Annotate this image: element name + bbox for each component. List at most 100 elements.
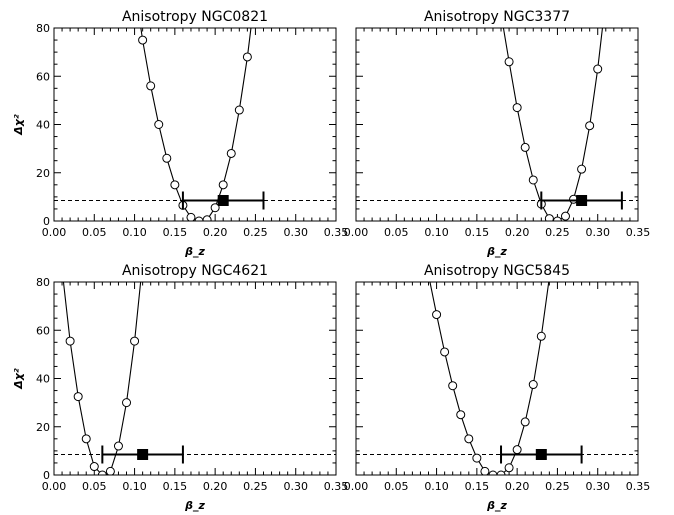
x-tick-label: 0.30 xyxy=(283,480,308,493)
data-point xyxy=(560,211,570,221)
plot-frame xyxy=(355,27,639,222)
data-point xyxy=(170,180,180,190)
chart-title: Anisotropy NGC0821 xyxy=(122,9,268,25)
x-axis-label: β_z xyxy=(184,245,205,258)
data-point xyxy=(105,466,115,475)
fit-curve xyxy=(140,28,252,221)
x-tick-label: 0.20 xyxy=(505,480,530,493)
chart-title: Anisotropy NGC4621 xyxy=(122,263,268,279)
x-tick-label: 0.30 xyxy=(585,226,610,239)
fit-curve xyxy=(502,28,604,221)
data-point xyxy=(194,216,204,221)
data-point xyxy=(97,470,107,475)
x-tick-label: 0.15 xyxy=(465,480,490,493)
data-point xyxy=(65,336,75,346)
x-tick-label: 0.10 xyxy=(424,480,449,493)
data-point xyxy=(440,347,450,357)
x-tick-label: 0.00 xyxy=(344,226,369,239)
data-point xyxy=(218,180,228,190)
data-point xyxy=(130,336,140,346)
data-point xyxy=(520,417,530,427)
data-point xyxy=(504,57,514,67)
y-tick-label: 80 xyxy=(36,22,50,35)
x-axis-label: β_z xyxy=(486,245,507,258)
x-tick-label: 0.00 xyxy=(42,226,67,239)
chart-panel: Anisotropy NGC0821 0.00 0.05 0.10 0.15 0.20 0.… xyxy=(12,9,349,258)
x-tick-label: 0.00 xyxy=(344,480,369,493)
chart-panel: Anisotropy NGC3377 0.00 0.05 0.10 0.15 0.20 0.… xyxy=(344,9,651,258)
chart-panel: Anisotropy NGC5845 0.00 0.05 0.10 0.15 0.20 0.… xyxy=(344,263,651,512)
data-point xyxy=(585,121,595,131)
best-estimate-marker xyxy=(535,448,547,460)
y-tick-label: 20 xyxy=(36,167,50,180)
data-point xyxy=(512,103,522,113)
x-tick-label: 0.25 xyxy=(545,226,570,239)
data-point xyxy=(89,462,99,472)
x-tick-label: 0.10 xyxy=(122,226,147,239)
data-point xyxy=(226,148,236,158)
data-point xyxy=(512,445,522,455)
best-estimate-marker xyxy=(137,448,149,460)
data-point xyxy=(528,380,538,390)
data-point xyxy=(73,392,83,402)
data-point xyxy=(456,410,466,420)
x-tick-label: 0.10 xyxy=(424,226,449,239)
y-tick-label: 40 xyxy=(36,119,50,132)
chart-panel: Anisotropy NGC4621 0.00 0.05 0.10 0.15 0.20 0.… xyxy=(12,263,349,512)
y-tick-label: 40 xyxy=(36,373,50,386)
x-tick-label: 0.15 xyxy=(465,226,490,239)
x-tick-label: 0.05 xyxy=(384,480,409,493)
data-point xyxy=(496,470,506,475)
best-estimate-marker xyxy=(217,194,229,206)
data-point xyxy=(432,310,442,320)
y-tick-label: 0 xyxy=(43,469,50,482)
data-point xyxy=(210,203,220,213)
x-axis-label: β_z xyxy=(184,499,205,512)
x-tick-label: 0.15 xyxy=(163,226,188,239)
chart-title: Anisotropy NGC3377 xyxy=(424,9,570,25)
best-estimate-marker xyxy=(576,194,588,206)
x-tick-label: 0.35 xyxy=(324,480,349,493)
x-tick-label: 0.05 xyxy=(384,226,409,239)
x-tick-label: 0.15 xyxy=(163,480,188,493)
y-tick-label: 0 xyxy=(43,215,50,228)
data-point xyxy=(528,175,538,185)
x-tick-label: 0.25 xyxy=(243,226,268,239)
data-point xyxy=(448,381,458,391)
data-point xyxy=(81,434,91,444)
y-axis-label: Δχ² xyxy=(12,114,25,136)
data-point xyxy=(202,215,212,221)
plot-frame xyxy=(53,281,337,476)
y-axis-label: Δχ² xyxy=(12,368,25,390)
y-tick-label: 60 xyxy=(36,70,50,83)
data-point xyxy=(122,398,132,408)
data-point xyxy=(464,434,474,444)
y-tick-label: 20 xyxy=(36,421,50,434)
data-point xyxy=(472,453,482,463)
chart-title: Anisotropy NGC5845 xyxy=(424,263,570,279)
data-point xyxy=(480,466,490,475)
x-tick-label: 0.10 xyxy=(122,480,147,493)
x-tick-label: 0.25 xyxy=(243,480,268,493)
x-tick-label: 0.20 xyxy=(203,480,228,493)
data-point xyxy=(520,142,530,152)
x-tick-label: 0.20 xyxy=(505,226,530,239)
data-point xyxy=(146,81,156,91)
x-tick-label: 0.20 xyxy=(203,226,228,239)
y-tick-label: 80 xyxy=(36,276,50,289)
data-point xyxy=(162,153,172,163)
x-axis-label: β_z xyxy=(486,499,507,512)
data-point xyxy=(593,64,603,74)
data-point xyxy=(536,331,546,341)
data-point xyxy=(242,52,252,62)
x-tick-label: 0.05 xyxy=(82,480,107,493)
x-tick-label: 0.35 xyxy=(324,226,349,239)
y-tick-label: 60 xyxy=(36,324,50,337)
x-tick-label: 0.00 xyxy=(42,480,67,493)
x-tick-label: 0.35 xyxy=(626,480,651,493)
data-point xyxy=(154,120,164,129)
data-point xyxy=(234,105,244,115)
plot-frame xyxy=(53,27,337,222)
x-tick-label: 0.25 xyxy=(545,480,570,493)
